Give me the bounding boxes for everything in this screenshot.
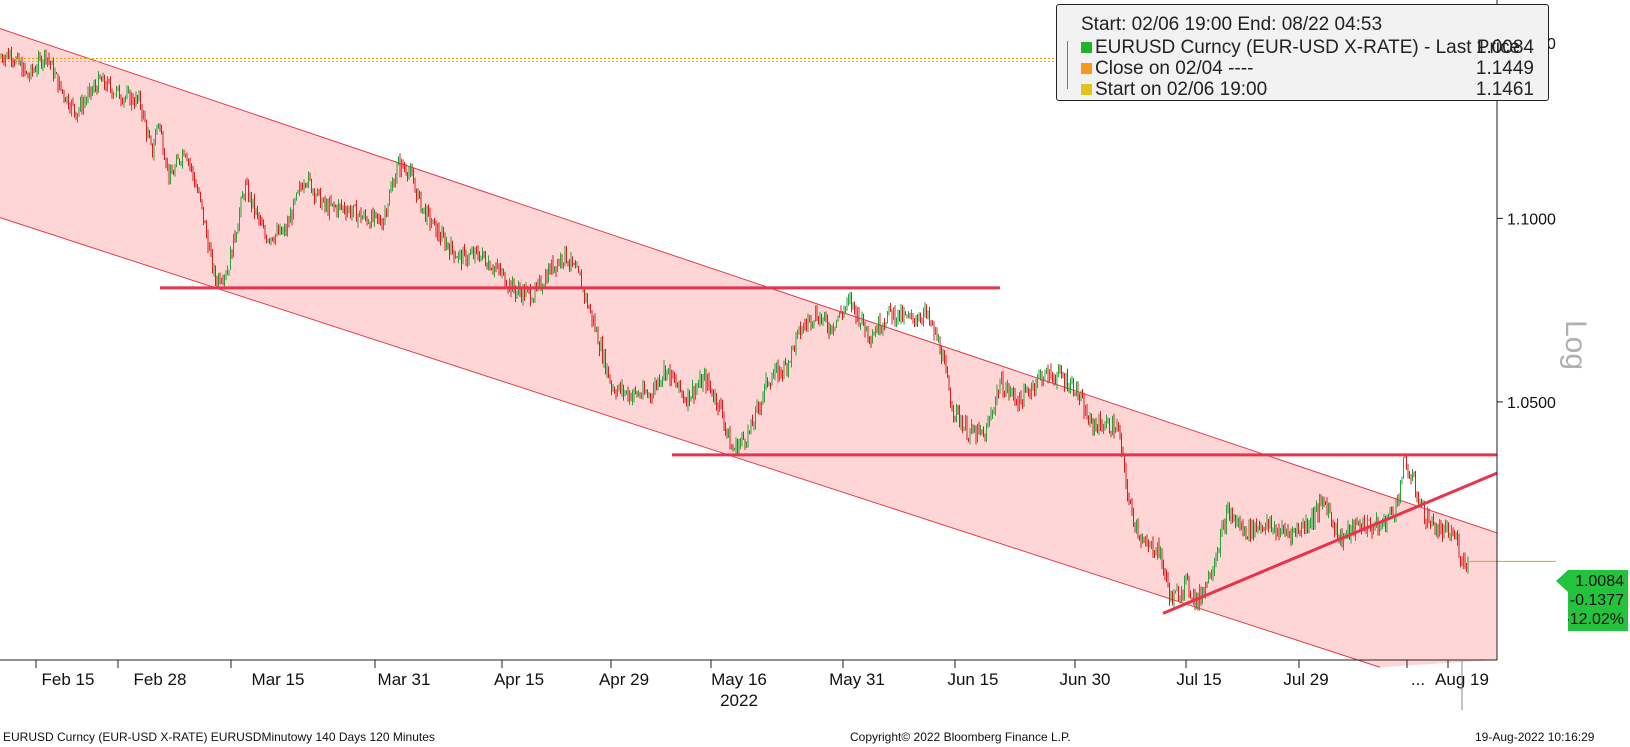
x-tick-label: Jun 30 bbox=[1059, 670, 1110, 689]
legend-label-last-price: EURUSD Curncy (EUR-USD X-RATE) - Last Pr… bbox=[1095, 37, 1521, 58]
x-tick-label: ... bbox=[1411, 670, 1425, 689]
footer-timestamp: 19-Aug-2022 10:16:29 bbox=[1475, 730, 1595, 744]
x-tick-label: Feb 15 bbox=[42, 670, 95, 689]
y-tick-label: 1.0500 bbox=[1507, 395, 1556, 412]
legend-box: Start: 02/06 19:00 End: 08/22 04:53 EURU… bbox=[1056, 4, 1549, 101]
legend-item-start: Start on 02/06 19:00 1.1461 bbox=[1081, 79, 1540, 100]
legend-swatch-close bbox=[1081, 63, 1092, 74]
x-tick-label: Apr 15 bbox=[494, 670, 544, 689]
last-price-tag: 1.0084 -0.1377 -12.02% bbox=[1556, 570, 1628, 631]
x-tick-label: Jul 29 bbox=[1283, 670, 1328, 689]
footer-description: EURUSD Curncy (EUR-USD X-RATE) EURUSDMin… bbox=[3, 730, 435, 744]
x-tick-label: Jun 15 bbox=[947, 670, 998, 689]
legend-value-close: 1.1449 bbox=[1475, 58, 1534, 79]
legend-swatch-start bbox=[1081, 84, 1092, 95]
y-tick-label: 1.1000 bbox=[1507, 211, 1556, 228]
rising-trendline bbox=[1162, 471, 1498, 615]
legend-label-close: Close on 02/04 ---- bbox=[1095, 58, 1254, 79]
channel-fill bbox=[0, 28, 1497, 668]
legend-label-start: Start on 02/06 19:00 bbox=[1095, 79, 1268, 100]
x-tick-label: May 31 bbox=[829, 670, 885, 689]
legend-tree-line bbox=[1067, 41, 1074, 89]
x-tick-label: May 16 bbox=[711, 670, 767, 689]
footer-copyright: Copyright© 2022 Bloomberg Finance L.P. bbox=[850, 730, 1071, 744]
legend-value-start: 1.1461 bbox=[1475, 79, 1534, 100]
legend-swatch-last-price bbox=[1081, 42, 1092, 53]
legend-item-last-price: EURUSD Curncy (EUR-USD X-RATE) - Last Pr… bbox=[1081, 37, 1540, 58]
x-tick-label: Mar 31 bbox=[378, 670, 431, 689]
last-price-change: -0.1377 bbox=[1569, 592, 1624, 609]
legend-value-last-price: 1.0084 bbox=[1475, 37, 1534, 58]
x-tick-label: Jul 15 bbox=[1176, 670, 1221, 689]
last-price-value: 1.0084 bbox=[1575, 573, 1624, 590]
legend-header: Start: 02/06 19:00 End: 08/22 04:53 bbox=[1081, 14, 1383, 35]
legend-item-close: Close on 02/04 ---- 1.1449 bbox=[1081, 58, 1540, 79]
y-scale-label: Log bbox=[1559, 320, 1592, 371]
x-tick-label: Apr 29 bbox=[599, 670, 649, 689]
x-tick-label: Feb 28 bbox=[134, 670, 187, 689]
last-price-pct: -12.02% bbox=[1564, 611, 1624, 628]
channel-upper-line bbox=[0, 28, 1498, 534]
channel-lower-line bbox=[0, 217, 1381, 668]
x-year-label: 2022 bbox=[720, 691, 758, 710]
x-tick-label: Mar 15 bbox=[252, 670, 305, 689]
